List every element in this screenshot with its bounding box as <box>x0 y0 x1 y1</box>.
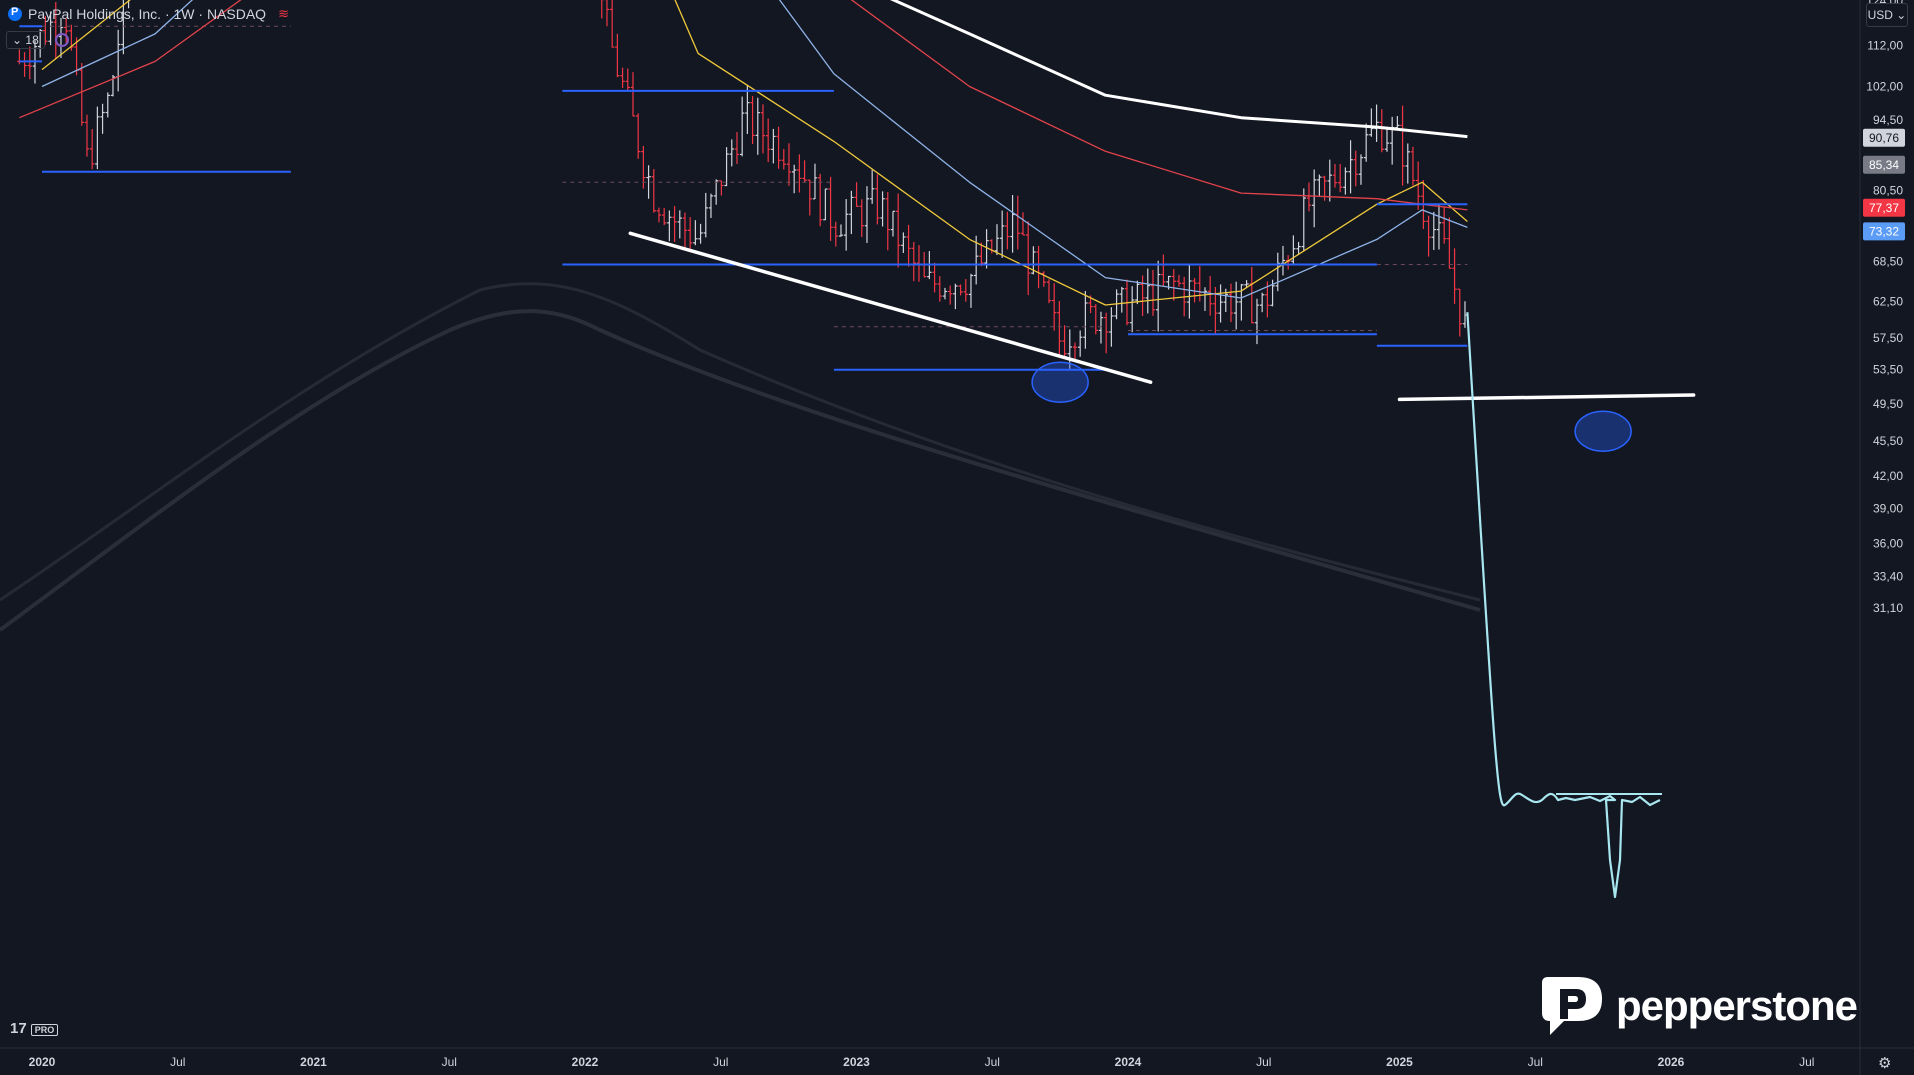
y-tick-label: 102,00 <box>1866 80 1903 94</box>
projection-path <box>1466 312 1661 899</box>
currency-label: USD <box>1867 8 1893 22</box>
y-tick-label: 42,00 <box>1873 469 1903 483</box>
trendline <box>628 231 1153 384</box>
y-tick-label: 53,50 <box>1873 363 1903 377</box>
x-tick-label: 2023 <box>843 1055 870 1069</box>
x-tick-label: Jul <box>1256 1055 1271 1069</box>
pepperstone-watermark: pepperstone <box>1538 975 1858 1037</box>
tv-mark: 17 <box>10 1020 27 1037</box>
indicator-bar: ⌄ 18 <box>6 30 69 50</box>
x-tick-label: 2026 <box>1658 1055 1685 1069</box>
x-tick-label: 2022 <box>572 1055 599 1069</box>
paypal-logo-icon <box>8 6 22 21</box>
symbol-title[interactable]: PayPal Holdings, Inc. · 1W · NASDAQ <box>28 6 267 22</box>
price-label-text: 77,37 <box>1869 201 1899 215</box>
x-tick-label: Jul <box>170 1055 185 1069</box>
price-label-box <box>1863 222 1905 241</box>
price-label-box <box>1863 128 1905 147</box>
y-tick-label: 39,00 <box>1873 501 1903 515</box>
y-tick-label: 31,10 <box>1873 601 1903 615</box>
y-tick-label: 80,50 <box>1873 183 1903 197</box>
x-tick-label: Jul <box>985 1055 1000 1069</box>
y-tick-label: 49,50 <box>1873 397 1903 411</box>
trendline <box>1397 393 1696 402</box>
x-tick-label: Jul <box>713 1055 728 1069</box>
price-label-text: 85,34 <box>1869 158 1899 172</box>
y-tick-label: 94,50 <box>1873 113 1903 127</box>
x-tick-label: Jul <box>1799 1055 1814 1069</box>
ma-line-fast <box>41 0 1468 306</box>
price-label-box <box>1863 155 1905 174</box>
ma-line-long <box>890 0 1468 139</box>
status-ring-icon[interactable] <box>54 33 69 47</box>
highlight-ellipse <box>1574 410 1632 453</box>
x-tick-label: 2021 <box>300 1055 327 1069</box>
pro-badge: PRO <box>30 1024 59 1036</box>
currency-select[interactable]: USD ⌄ <box>1866 3 1908 27</box>
ma-line-mid <box>41 0 1468 299</box>
y-tick-label: 45,50 <box>1873 434 1903 448</box>
indicators-toggle[interactable]: ⌄ 18 <box>6 31 45 49</box>
y-tick-label: 57,50 <box>1873 331 1903 345</box>
y-tick-label: 36,00 <box>1873 537 1903 551</box>
pepperstone-name: pepperstone <box>1616 982 1858 1029</box>
price-label-text: 90,76 <box>1869 131 1899 145</box>
x-tick-label: Jul <box>442 1055 457 1069</box>
long-ma-shadow <box>0 309 1481 632</box>
tradingview-logo[interactable]: 17 PRO <box>10 1020 59 1037</box>
indicator-count: 18 <box>25 33 39 47</box>
ma-line-slow <box>19 0 1468 211</box>
highlight-ellipse <box>1031 361 1089 403</box>
wave-icon[interactable]: ≋ <box>278 6 289 21</box>
settings-gear-icon[interactable]: ⚙ <box>1878 1055 1892 1072</box>
pepperstone-logo-icon <box>1542 977 1602 1035</box>
x-tick-label: 2020 <box>29 1055 56 1069</box>
y-tick-label: 62,50 <box>1873 294 1903 308</box>
x-tick-label: Jul <box>1528 1055 1543 1069</box>
price-label-text: 73,32 <box>1869 224 1899 238</box>
x-tick-label: 2024 <box>1115 1055 1142 1069</box>
x-tick-label: 2025 <box>1386 1055 1413 1069</box>
y-tick-label: 33,40 <box>1873 570 1903 584</box>
price-label-box <box>1863 198 1905 217</box>
y-tick-label: 112,00 <box>1867 38 1903 52</box>
y-tick-label: 68,50 <box>1873 254 1903 268</box>
long-ma-shadow <box>0 282 1481 602</box>
symbol-header[interactable]: PayPal Holdings, Inc. · 1W · NASDAQ ≋ <box>0 0 289 28</box>
